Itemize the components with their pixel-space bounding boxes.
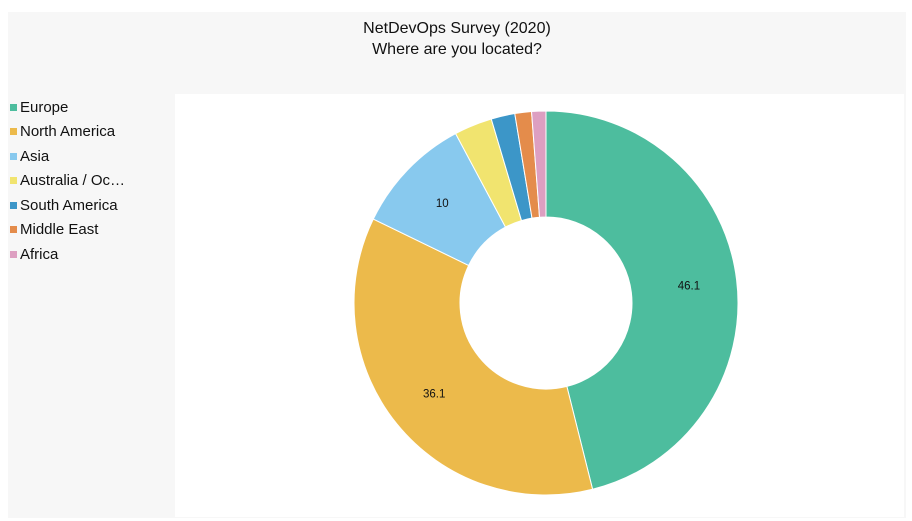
data-label-europe: 46.1 [678,280,700,292]
legend-label: Australia / Oc… [20,172,126,190]
legend-label: North America [20,123,116,141]
legend-item-europe[interactable]: Europe [10,95,125,120]
legend-item-middle-east[interactable]: Middle East [10,218,125,243]
legend-swatch [10,103,17,111]
legend-swatch [10,128,17,136]
legend-label: Europe [20,98,69,116]
plot-area: 46.1 36.1 10 [175,94,904,517]
legend-label: Africa [20,245,59,263]
chart-title-block: NetDevOps Survey (2020) Where are you lo… [8,18,906,60]
slice-europe[interactable] [545,110,739,490]
legend-item-south-america[interactable]: South America [10,193,125,218]
chart-title: NetDevOps Survey (2020) [363,20,551,37]
chart-subtitle: Where are you located? [372,41,542,58]
legend-label: South America [20,196,118,214]
legend-swatch [10,250,17,258]
slice-africa[interactable] [531,110,547,218]
donut-chart: 46.1 36.1 10 [353,110,739,496]
legend-item-asia[interactable]: Asia [10,144,125,169]
legend-item-australia-oceania[interactable]: Australia / Oc… [10,169,125,194]
legend-swatch [10,226,17,234]
legend-swatch [10,201,17,209]
data-label-north-america: 36.1 [423,389,445,401]
chart-legend: Europe North America Asia Australia / Oc… [10,95,125,267]
legend-swatch [10,177,17,185]
legend-item-africa[interactable]: Africa [10,242,125,267]
chart-container: NetDevOps Survey (2020) Where are you lo… [8,12,906,518]
legend-label: Middle East [20,221,99,239]
legend-item-north-america[interactable]: North America [10,120,125,145]
data-label-asia: 10 [436,198,449,210]
legend-swatch [10,152,17,160]
legend-label: Asia [20,147,50,165]
slice-north-america[interactable] [353,218,594,496]
